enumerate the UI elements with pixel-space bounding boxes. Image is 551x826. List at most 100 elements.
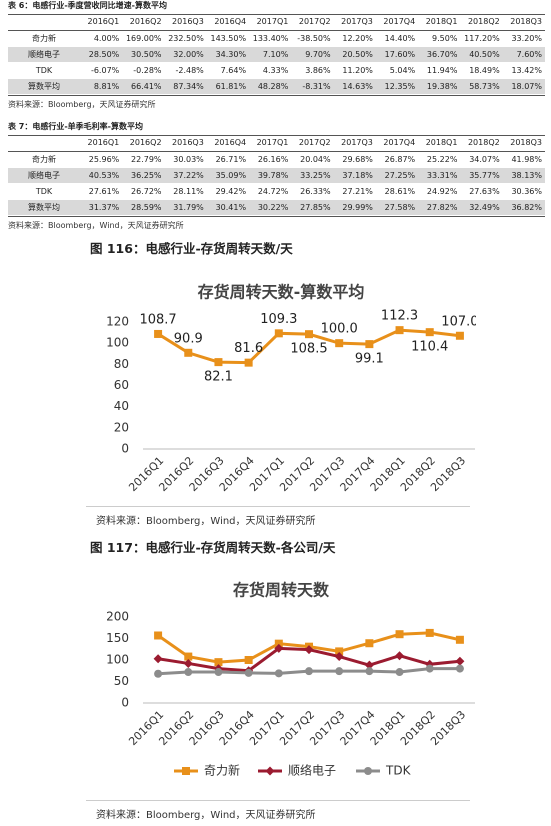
column-header: 2016Q1 — [87, 138, 120, 147]
marker — [335, 667, 344, 676]
y-tick-label: 120 — [106, 315, 129, 329]
table-cell: 26.71% — [215, 155, 247, 164]
table-cell: 12.20% — [342, 34, 373, 43]
column-header: 2017Q2 — [298, 17, 331, 26]
figure-rule — [86, 506, 470, 507]
column-header: 2018Q1 — [425, 17, 458, 26]
table-source: 资料来源：Bloomberg，天风证券研究所 — [8, 100, 156, 109]
table-cell: 143.50% — [210, 34, 247, 43]
table-rule — [8, 135, 545, 136]
table-cell: 48.28% — [257, 82, 289, 91]
marker — [335, 647, 344, 656]
table-cell: 61.81% — [215, 82, 247, 91]
table-cell: 40.50% — [469, 50, 500, 59]
table-cell: 28.61% — [384, 187, 416, 196]
table-cell: 24.92% — [426, 187, 458, 196]
table-cell: 25.96% — [88, 155, 120, 164]
table-cell: 14.63% — [342, 82, 373, 91]
table-cell: 27.21% — [342, 187, 373, 196]
y-tick-label: 0 — [121, 696, 129, 710]
column-header: 2016Q4 — [214, 138, 247, 147]
marker — [365, 639, 374, 648]
table-cell: 17.60% — [384, 50, 416, 59]
table-cell: 29.68% — [342, 155, 373, 164]
figure-source: 资料来源：Bloomberg，Wind，天风证券研究所 — [96, 810, 316, 821]
column-header: 2017Q3 — [341, 17, 373, 26]
y-tick-label: 60 — [114, 378, 129, 392]
table-cell: 232.50% — [168, 34, 204, 43]
marker — [304, 645, 314, 655]
table-cell: 30.41% — [215, 203, 247, 212]
y-tick-label: 50 — [114, 674, 129, 688]
table-cell: 30.50% — [131, 50, 162, 59]
table-cell: -2.48% — [175, 66, 204, 75]
column-header: 2017Q1 — [256, 138, 289, 147]
y-tick-label: 20 — [114, 420, 129, 434]
row-shade — [8, 79, 545, 94]
table-cell: 20.04% — [300, 155, 331, 164]
table-cell: 27.85% — [300, 203, 331, 212]
marker — [395, 651, 405, 661]
table-cell: 30.03% — [173, 155, 204, 164]
marker — [214, 658, 223, 667]
column-header: 2017Q4 — [383, 138, 416, 147]
column-header: 2017Q3 — [341, 138, 373, 147]
table-cell: 24.72% — [257, 187, 289, 196]
marker — [455, 331, 464, 340]
table-cell: 38.13% — [511, 171, 542, 180]
column-header: 2016Q4 — [214, 17, 247, 26]
value-label: 107.0 — [441, 314, 476, 329]
table-rule — [8, 216, 545, 217]
marker — [214, 668, 223, 677]
table-cell: 25.22% — [426, 155, 458, 164]
column-header: 2018Q2 — [467, 138, 500, 147]
table-cell: 32.49% — [469, 203, 500, 212]
marker — [244, 358, 253, 367]
table-cell: 12.35% — [384, 82, 416, 91]
marker — [425, 664, 434, 673]
y-tick-label: 0 — [121, 442, 129, 456]
table-cell: 37.22% — [173, 171, 204, 180]
table-cell: 20.50% — [342, 50, 373, 59]
table-cell: 33.20% — [511, 34, 542, 43]
table-cell: 26.72% — [131, 187, 162, 196]
column-header: 2016Q1 — [87, 17, 120, 26]
table-cell: 9.50% — [432, 34, 458, 43]
legend-label: 顺络电子 — [288, 763, 336, 778]
legend-label: 奇力新 — [204, 763, 240, 778]
marker — [244, 668, 253, 677]
row-label: 算数平均 — [28, 203, 60, 212]
figure-rule — [86, 800, 470, 801]
chart: 存货周转天数-算数平均0204060801001202016Q12016Q220… — [106, 283, 476, 495]
table-cell: 34.30% — [215, 50, 247, 59]
value-label: 82.1 — [204, 370, 233, 385]
marker — [455, 635, 464, 644]
table-source: 资料来源：Bloomberg，Wind，天风证券研究所 — [8, 221, 184, 230]
table-cell: 29.42% — [215, 187, 247, 196]
table-cell: 27.63% — [469, 187, 500, 196]
value-label: 90.9 — [174, 331, 203, 346]
row-label: TDK — [35, 66, 53, 75]
row-label: 奇力新 — [32, 155, 56, 164]
marker — [184, 652, 193, 661]
marker — [335, 339, 344, 348]
table-cell: 7.60% — [516, 50, 542, 59]
value-label: 99.1 — [355, 352, 384, 367]
table-cell: 66.41% — [131, 82, 162, 91]
column-header: 2017Q4 — [383, 17, 416, 26]
marker — [395, 668, 404, 677]
marker — [425, 628, 434, 637]
y-tick-label: 100 — [106, 336, 129, 350]
marker — [305, 330, 313, 339]
table-cell: 58.73% — [469, 82, 500, 91]
y-tick-label: 40 — [114, 399, 129, 413]
table-cell: 39.78% — [257, 171, 289, 180]
marker — [364, 660, 374, 670]
column-header: 2018Q1 — [425, 138, 458, 147]
marker — [154, 669, 163, 678]
column-header: 2016Q3 — [172, 138, 204, 147]
table-rule — [8, 14, 545, 15]
marker — [395, 326, 404, 335]
figure-source: 资料来源：Bloomberg，Wind，天风证券研究所 — [96, 516, 316, 527]
